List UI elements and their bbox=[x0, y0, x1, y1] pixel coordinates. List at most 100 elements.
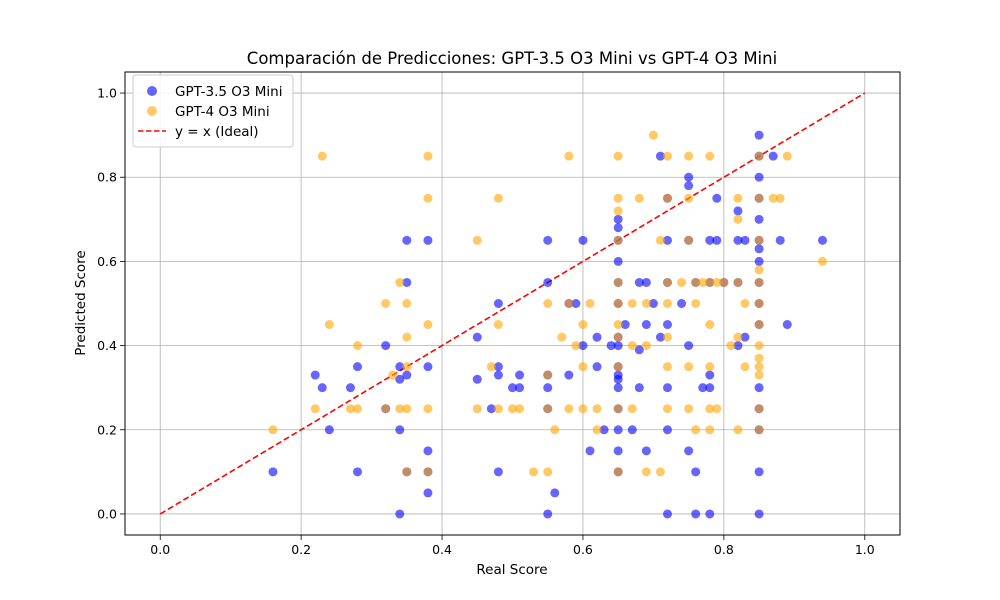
data-point bbox=[733, 214, 743, 224]
data-point bbox=[613, 206, 623, 216]
x-axis-ticks: 0.0 0.2 0.4 0.6 0.8 1.0 bbox=[150, 535, 875, 557]
data-point bbox=[733, 206, 743, 216]
data-point bbox=[493, 362, 503, 372]
data-point bbox=[641, 320, 651, 330]
data-point bbox=[345, 404, 355, 414]
data-point bbox=[754, 265, 764, 275]
data-point bbox=[655, 467, 665, 477]
data-point bbox=[578, 235, 588, 245]
x-tick-label: 0.2 bbox=[291, 542, 311, 557]
x-tick-label: 1.0 bbox=[855, 542, 875, 557]
data-point bbox=[613, 446, 623, 456]
x-axis-label: Real Score bbox=[476, 562, 547, 578]
data-point bbox=[663, 383, 672, 393]
data-point bbox=[324, 425, 334, 435]
data-point bbox=[705, 509, 715, 519]
legend-marker-gpt35 bbox=[147, 86, 157, 96]
data-point bbox=[423, 193, 433, 203]
data-point bbox=[599, 425, 609, 435]
data-point bbox=[402, 404, 412, 414]
legend-label-gpt35: GPT-3.5 O3 Mini bbox=[175, 84, 282, 100]
data-point bbox=[775, 235, 785, 245]
data-point bbox=[726, 341, 736, 351]
data-point bbox=[754, 404, 764, 414]
data-point bbox=[754, 235, 764, 245]
data-point bbox=[543, 509, 553, 519]
data-point bbox=[613, 214, 623, 224]
data-point bbox=[733, 341, 743, 351]
data-point bbox=[395, 404, 405, 414]
data-point bbox=[684, 404, 694, 414]
data-point bbox=[634, 193, 644, 203]
data-point bbox=[677, 299, 687, 308]
data-point bbox=[564, 370, 574, 380]
data-point bbox=[423, 235, 433, 245]
data-point bbox=[550, 488, 560, 498]
series-gpt4 bbox=[268, 130, 827, 477]
data-point bbox=[543, 467, 553, 477]
data-point bbox=[423, 151, 433, 161]
data-point bbox=[381, 404, 391, 414]
data-point bbox=[543, 299, 553, 308]
data-point bbox=[493, 193, 503, 203]
legend-label-ideal: y = x (Ideal) bbox=[175, 124, 259, 140]
data-point bbox=[684, 193, 694, 203]
data-point bbox=[310, 404, 320, 414]
data-point bbox=[585, 299, 595, 308]
data-point bbox=[353, 404, 362, 414]
data-point bbox=[663, 425, 672, 435]
data-point bbox=[515, 383, 525, 393]
data-point bbox=[486, 362, 496, 372]
data-point bbox=[423, 320, 433, 330]
data-point bbox=[550, 425, 560, 435]
data-point bbox=[775, 193, 785, 203]
data-point bbox=[754, 130, 764, 140]
data-point bbox=[627, 425, 637, 435]
data-point bbox=[423, 404, 433, 414]
data-point bbox=[508, 404, 517, 414]
data-point bbox=[782, 320, 792, 330]
data-point bbox=[515, 370, 525, 380]
data-point bbox=[613, 320, 623, 330]
data-point bbox=[493, 370, 503, 380]
data-point bbox=[705, 151, 715, 161]
data-point bbox=[578, 320, 588, 330]
data-point bbox=[508, 383, 517, 393]
data-point bbox=[345, 383, 355, 393]
data-point bbox=[663, 332, 672, 342]
data-point bbox=[768, 193, 778, 203]
ideal-reference-line bbox=[159, 92, 866, 515]
data-point bbox=[641, 299, 651, 308]
y-tick-label: 0.8 bbox=[97, 170, 117, 185]
data-point bbox=[663, 362, 672, 372]
reference-line-layer bbox=[159, 92, 866, 515]
data-point bbox=[733, 332, 743, 342]
data-point bbox=[684, 446, 694, 456]
data-point bbox=[402, 370, 412, 380]
data-point bbox=[395, 374, 405, 384]
data-point bbox=[740, 235, 750, 245]
data-point bbox=[712, 404, 722, 414]
data-point bbox=[402, 235, 412, 245]
data-point bbox=[543, 404, 553, 414]
chart-title: Comparación de Predicciones: GPT-3.5 O3 … bbox=[247, 49, 777, 68]
data-point bbox=[592, 362, 602, 372]
data-point bbox=[613, 404, 623, 414]
data-point bbox=[754, 341, 764, 351]
data-point bbox=[677, 277, 687, 287]
data-point bbox=[691, 509, 701, 519]
data-point bbox=[684, 151, 694, 161]
data-point bbox=[402, 467, 412, 477]
data-point bbox=[754, 256, 764, 266]
data-point bbox=[705, 404, 715, 414]
data-point bbox=[423, 488, 433, 498]
data-point bbox=[592, 332, 602, 342]
data-point bbox=[564, 299, 574, 308]
data-point bbox=[712, 235, 722, 245]
data-point bbox=[754, 509, 764, 519]
data-point bbox=[268, 425, 278, 435]
data-point bbox=[705, 235, 715, 245]
data-point bbox=[754, 425, 764, 435]
data-point bbox=[472, 235, 482, 245]
x-tick-label: 0.4 bbox=[432, 542, 452, 557]
